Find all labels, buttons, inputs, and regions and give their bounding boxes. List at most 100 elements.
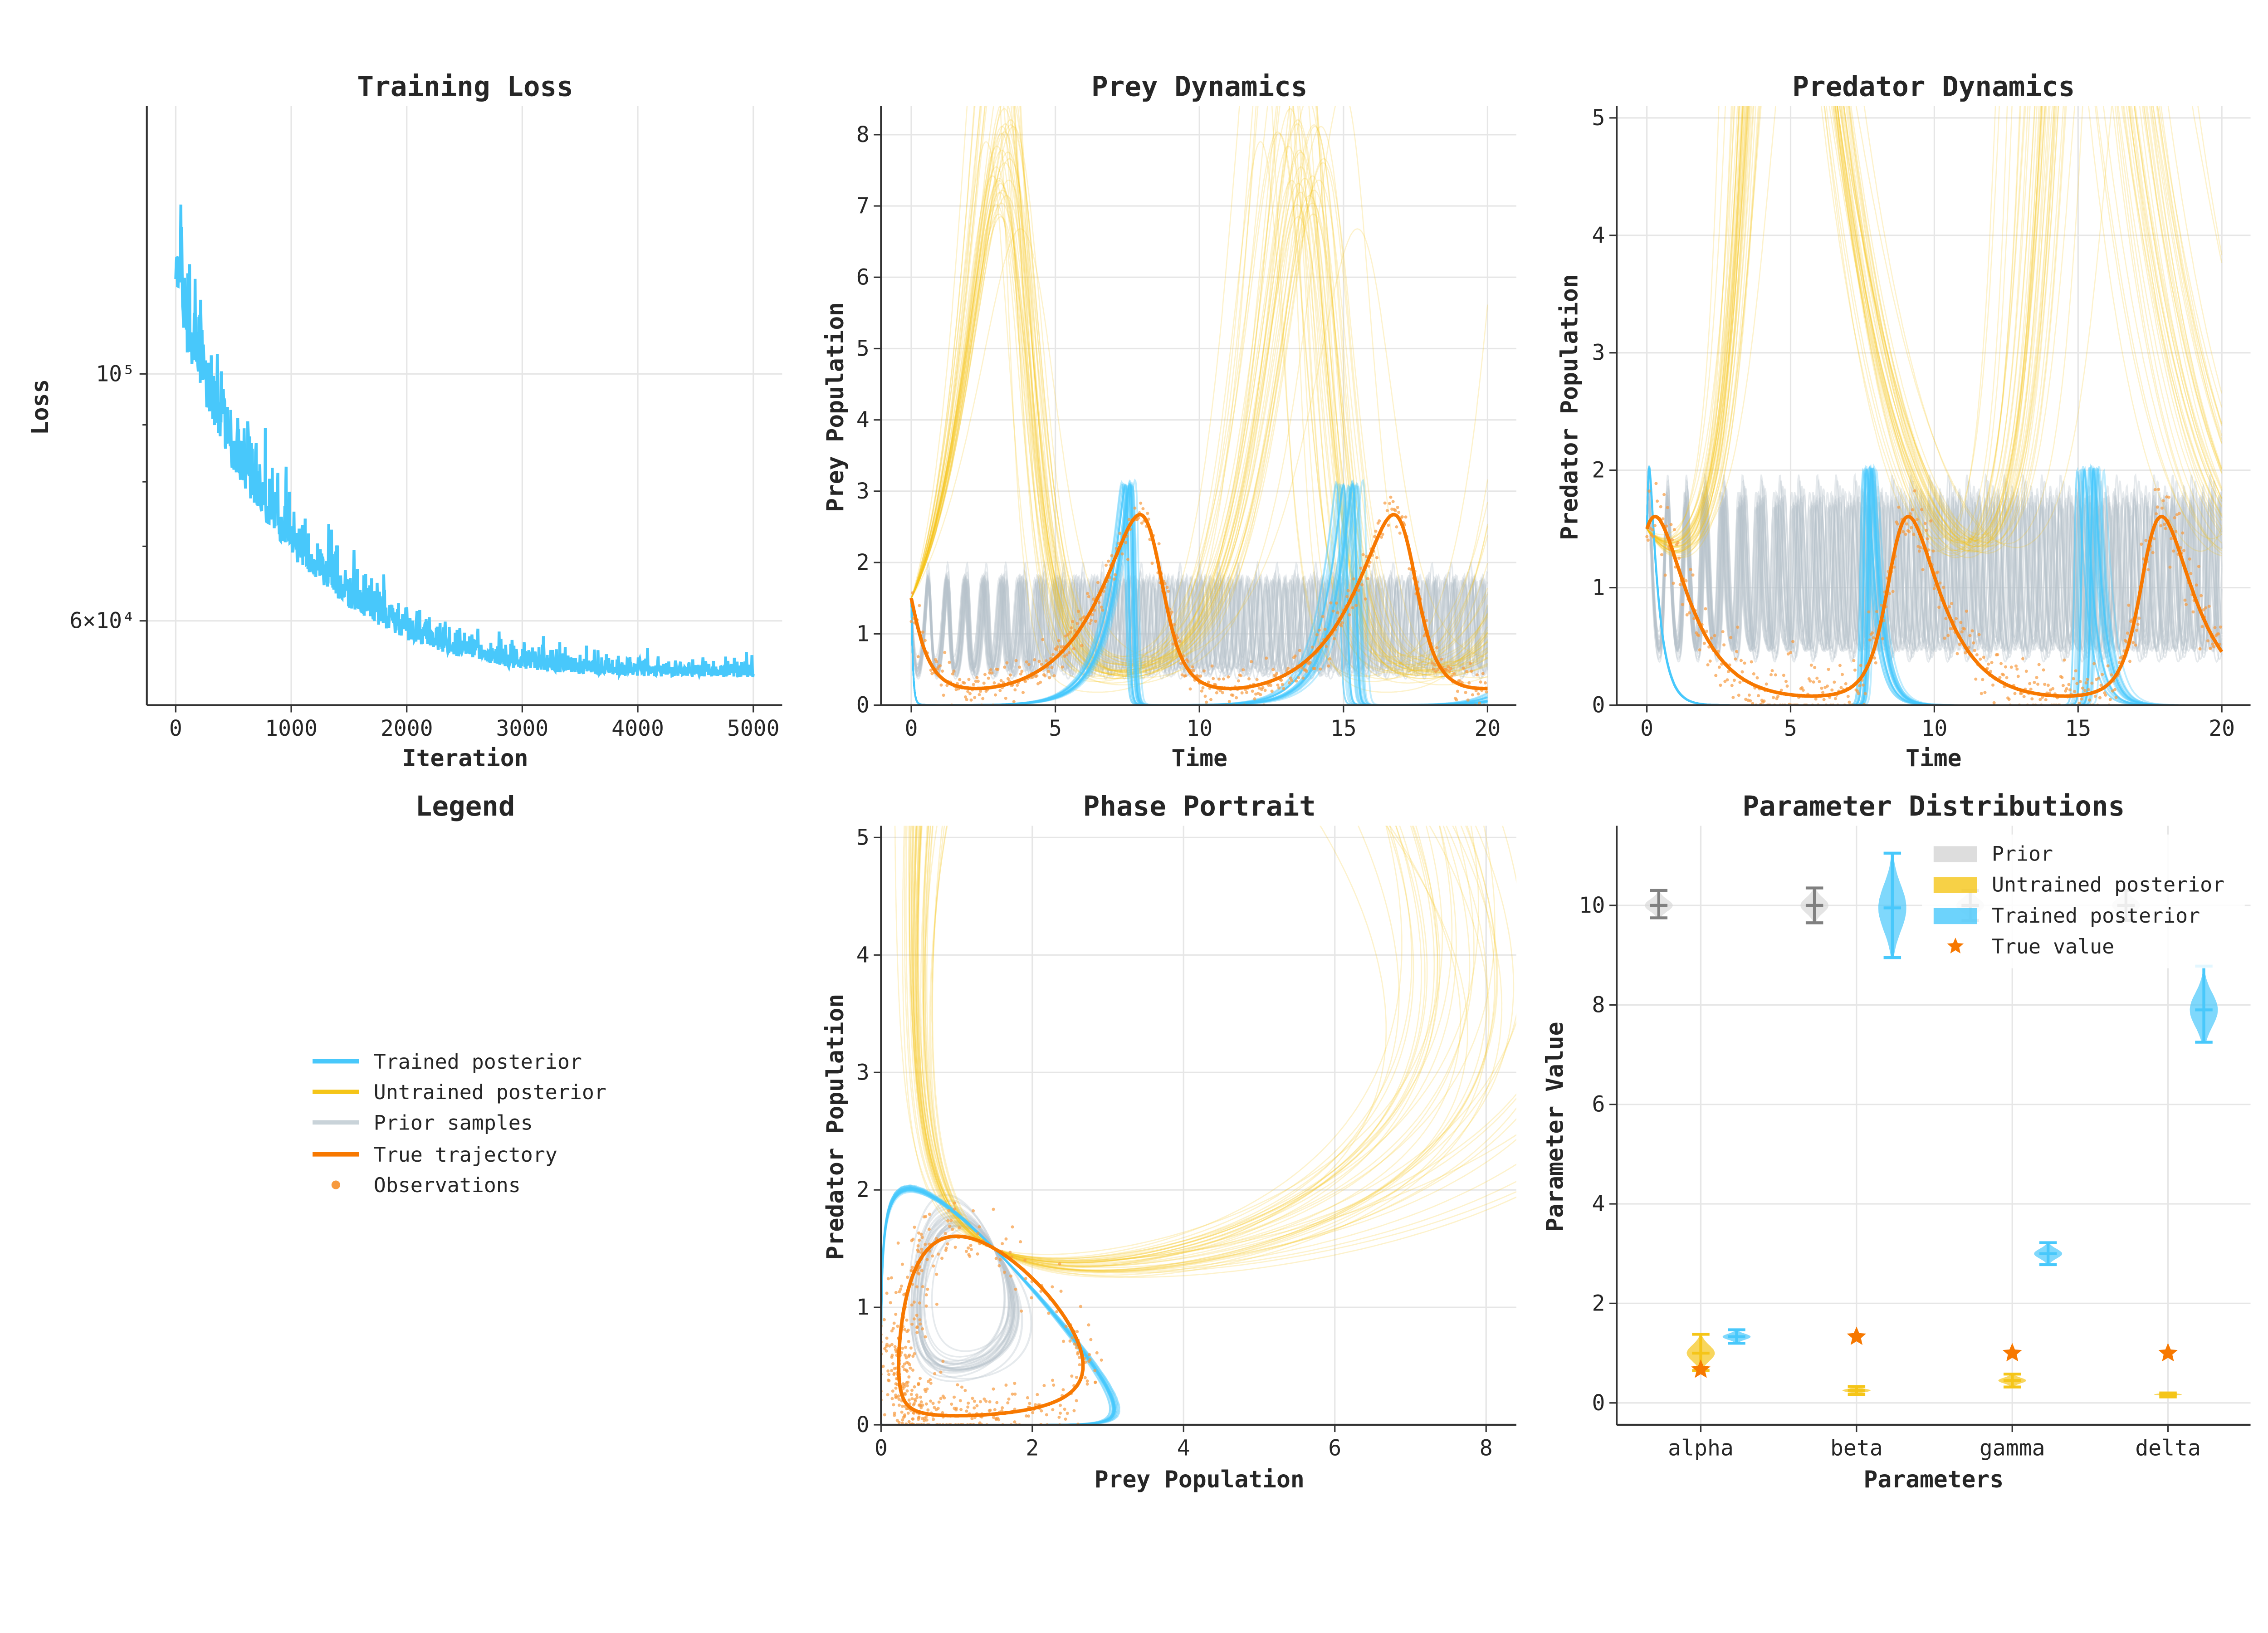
observation-point xyxy=(1015,659,1018,662)
observation-point xyxy=(2208,605,2211,608)
observation-point xyxy=(1070,1374,1073,1378)
observation-point xyxy=(1086,1379,1089,1383)
observation-point xyxy=(1647,489,1651,493)
observation-point xyxy=(1107,560,1110,563)
observation-point xyxy=(1769,673,1773,676)
observation-point xyxy=(1133,507,1136,510)
observation-point xyxy=(913,1402,916,1405)
observation-point xyxy=(2072,677,2075,680)
observation-point xyxy=(1722,643,1725,646)
observation-point xyxy=(967,1253,970,1256)
observation-point xyxy=(1709,660,1712,663)
observation-point xyxy=(909,1346,913,1349)
observation-point xyxy=(1721,630,1725,633)
observation-point xyxy=(2080,697,2083,700)
observation-point xyxy=(1689,568,1692,571)
y-tick-label: 2 xyxy=(1592,458,1605,483)
x-tick-label: 0 xyxy=(875,1435,888,1461)
observation-point xyxy=(891,1389,894,1393)
observation-point xyxy=(932,1418,935,1421)
observation-point xyxy=(1841,673,1844,676)
observation-point xyxy=(2156,505,2159,508)
observation-point xyxy=(1087,1359,1090,1363)
observation-point xyxy=(1734,657,1737,660)
observation-point xyxy=(2204,606,2207,610)
observation-point xyxy=(908,1363,911,1366)
observation-point xyxy=(1041,638,1044,641)
observation-point xyxy=(918,604,921,607)
observation-point xyxy=(1652,535,1655,538)
observation-point xyxy=(920,1248,924,1251)
observation-point xyxy=(1055,1310,1058,1313)
observation-point xyxy=(995,1401,998,1404)
observation-point xyxy=(970,1248,973,1251)
observation-point xyxy=(1786,684,1789,688)
observation-point xyxy=(1039,681,1042,684)
observation-point xyxy=(1028,1402,1031,1405)
observation-point xyxy=(1070,626,1073,629)
observation-point xyxy=(947,1209,950,1212)
observation-point xyxy=(2101,673,2104,676)
observation-point xyxy=(1749,699,1752,702)
observation-point xyxy=(953,1208,956,1211)
observation-point xyxy=(1096,581,1100,584)
observation-point xyxy=(886,1369,890,1373)
observation-point xyxy=(959,1408,963,1411)
observation-point xyxy=(1476,692,1480,695)
observation-point xyxy=(1433,663,1436,666)
observation-point xyxy=(955,1407,958,1410)
observation-point xyxy=(1844,682,1848,685)
observation-point xyxy=(1022,691,1025,694)
observation-point xyxy=(900,1411,904,1414)
observation-point xyxy=(1654,482,1657,485)
x-tick-label: 10 xyxy=(1186,716,1212,741)
observation-point xyxy=(1294,655,1297,658)
observation-point xyxy=(1802,689,1805,692)
observation-point xyxy=(1079,1305,1082,1308)
observation-point xyxy=(2036,683,2039,686)
observation-point xyxy=(1991,684,1994,687)
y-tick-label: 10⁵ xyxy=(96,361,135,386)
y-tick-label: 2 xyxy=(1592,1291,1605,1316)
observation-point xyxy=(1290,679,1293,682)
observation-point xyxy=(917,1418,920,1421)
observation-point xyxy=(2198,647,2201,650)
observation-point xyxy=(1056,645,1059,648)
observation-point xyxy=(933,1372,936,1375)
observation-point xyxy=(1719,684,1722,687)
observation-point xyxy=(956,1383,959,1386)
x-tick-label: 2000 xyxy=(381,716,433,741)
observation-point xyxy=(979,690,982,693)
observation-point xyxy=(1072,647,1075,650)
y-tick-label: 4 xyxy=(856,407,870,433)
observation-point xyxy=(1212,677,1215,680)
observation-point xyxy=(2085,681,2088,684)
y-tick-label: 6 xyxy=(1592,1092,1605,1117)
observation-point xyxy=(919,1396,922,1399)
observation-point xyxy=(2178,512,2181,515)
observation-point xyxy=(1731,696,1735,699)
observation-point xyxy=(1955,617,1958,620)
observation-point xyxy=(1782,674,1785,677)
observation-point xyxy=(894,1345,897,1348)
observation-point xyxy=(1983,691,1986,694)
observation-point xyxy=(1823,698,1826,701)
observation-point xyxy=(917,1383,920,1386)
observation-point xyxy=(913,1226,916,1229)
observation-point xyxy=(1009,1275,1012,1278)
observation-point xyxy=(935,1273,938,1276)
observation-point xyxy=(2152,537,2156,540)
observation-point xyxy=(1080,644,1083,647)
observation-point xyxy=(1335,601,1338,605)
observation-point xyxy=(963,1389,967,1392)
legend-swatch xyxy=(1934,846,1977,862)
observation-point xyxy=(2081,686,2084,689)
observation-point xyxy=(1378,519,1381,523)
observation-point xyxy=(940,1257,943,1260)
observation-point xyxy=(2140,543,2143,546)
params-title: Parameter Distributions xyxy=(1742,790,2125,822)
observation-point xyxy=(973,1406,976,1409)
observation-point xyxy=(2100,684,2103,687)
observation-point xyxy=(1464,691,1467,694)
observation-point xyxy=(1910,526,1913,529)
